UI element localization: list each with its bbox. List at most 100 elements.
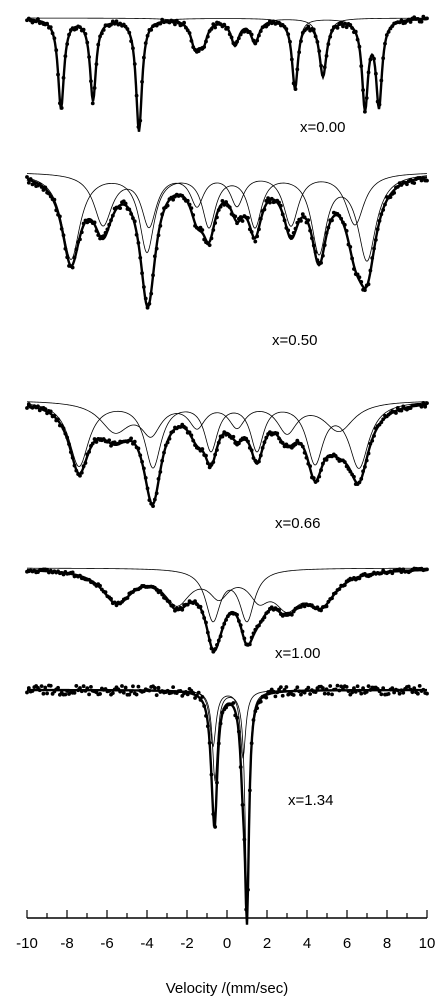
data-point (262, 207, 267, 212)
data-point (377, 689, 382, 694)
data-point (361, 88, 365, 92)
data-point (320, 686, 325, 690)
data-point (320, 461, 325, 466)
data-point (266, 610, 270, 614)
data-point (48, 194, 53, 199)
spectrum-panel: x=1.34 (25, 683, 429, 925)
data-point (50, 31, 55, 36)
data-point (152, 497, 157, 502)
data-point (399, 18, 404, 23)
data-point (215, 780, 219, 785)
data-point (25, 690, 29, 695)
data-point (224, 200, 228, 204)
data-point (224, 705, 228, 710)
data-point (417, 683, 422, 688)
data-point (143, 475, 148, 480)
data-point (187, 31, 192, 35)
data-point (372, 433, 376, 438)
data-point (361, 686, 365, 691)
data-point (240, 629, 245, 634)
data-point (397, 567, 402, 572)
data-point (264, 435, 269, 440)
data-point (266, 196, 270, 201)
data-point (370, 438, 375, 443)
data-point (302, 450, 307, 455)
data-point (355, 272, 360, 277)
data-point (313, 34, 318, 39)
data-point (204, 713, 208, 718)
panel-label: x=0.66 (275, 515, 320, 532)
data-point (138, 118, 143, 123)
data-point (118, 689, 123, 694)
data-point (78, 237, 82, 242)
data-point (207, 465, 212, 470)
data-point (65, 435, 70, 440)
data-point (392, 190, 397, 195)
data-point (291, 693, 296, 697)
component-subspectrum (26, 402, 428, 469)
data-point (326, 691, 331, 696)
data-point (163, 443, 168, 448)
data-point (127, 30, 132, 35)
data-point (381, 417, 386, 422)
data-point (381, 208, 386, 212)
data-point (156, 685, 161, 690)
data-point (410, 690, 415, 695)
data-point (96, 42, 101, 47)
data-point (277, 608, 281, 612)
data-point (193, 599, 197, 604)
data-point (92, 437, 97, 441)
data-point (288, 39, 292, 44)
spectrum-panel: x=0.00 (25, 14, 429, 136)
data-point (350, 26, 355, 30)
data-point (213, 221, 218, 225)
data-point (249, 741, 254, 746)
data-point (266, 22, 270, 27)
data-point (152, 686, 157, 690)
data-point (379, 420, 384, 425)
data-point (213, 647, 218, 651)
data-point (147, 688, 152, 693)
data-point (249, 448, 254, 453)
data-point (275, 690, 280, 695)
data-point (63, 692, 68, 697)
data-point (326, 599, 331, 604)
data-point (101, 234, 106, 238)
data-point (415, 691, 420, 696)
data-point (45, 567, 49, 572)
data-point (131, 684, 135, 689)
data-point (152, 254, 157, 259)
data-point (171, 685, 176, 690)
data-point (209, 27, 214, 31)
data-point (289, 57, 294, 62)
data-point (56, 417, 60, 422)
data-point (141, 55, 146, 60)
data-point (359, 279, 364, 284)
data-point (284, 27, 289, 31)
data-point (357, 480, 362, 485)
data-point (293, 87, 298, 91)
data-point (337, 688, 342, 693)
data-point (310, 236, 314, 241)
data-point (299, 692, 303, 697)
data-point (335, 683, 340, 688)
data-point (136, 446, 141, 451)
data-point (167, 436, 172, 441)
data-point (87, 55, 91, 59)
data-point (366, 70, 371, 75)
data-point (311, 27, 316, 32)
data-point (425, 401, 429, 406)
data-point (330, 218, 334, 223)
data-point (26, 402, 31, 407)
data-point (425, 16, 429, 21)
data-point (386, 30, 391, 34)
data-point (107, 689, 112, 693)
data-point (121, 690, 126, 695)
data-point (189, 39, 194, 43)
data-point (211, 22, 216, 27)
data-point (357, 688, 362, 693)
data-point (260, 446, 265, 450)
data-point (202, 616, 207, 620)
data-point (154, 693, 159, 698)
data-point (222, 202, 227, 207)
